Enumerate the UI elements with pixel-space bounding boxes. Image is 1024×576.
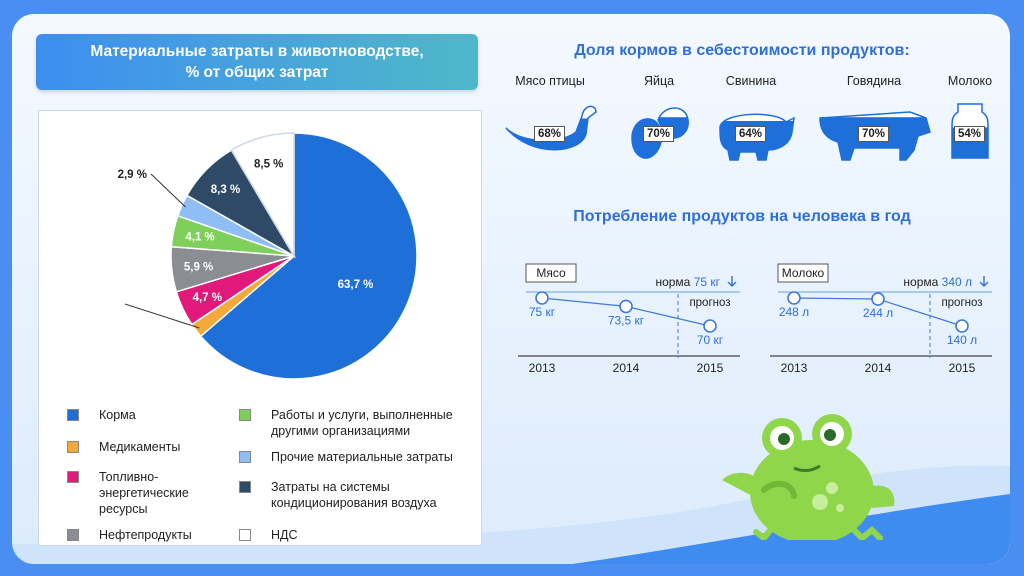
pie-title-box: Материальные затраты в животноводстве, %… <box>36 34 478 90</box>
pie-value-label-7: 8,5 % <box>254 159 283 171</box>
consumption-value-1-1: 244 л <box>863 306 893 320</box>
consumption-title: Потребление продуктов на человека в год <box>573 208 911 225</box>
consumption-name-0: Мясо <box>536 266 566 280</box>
legend-label-7: НДС <box>271 528 298 542</box>
consumption-point-0-0 <box>535 291 549 305</box>
consumption-segment-1-1 <box>877 298 963 327</box>
consumption-segment-0-1 <box>625 305 711 327</box>
consumption-year-1-2: 2015 <box>949 361 976 375</box>
down-arrow-icon <box>727 276 737 287</box>
consumption-point-1-0 <box>787 291 801 305</box>
pie-slice-0 <box>199 132 418 380</box>
consumption-point-1-1 <box>871 292 885 306</box>
legend-label-0: Корма <box>99 408 136 422</box>
consumption-value-0-0: 75 кг <box>529 305 556 319</box>
feed-share-value-3: 70% <box>858 126 890 142</box>
consumption-year-0-0: 2013 <box>529 361 556 375</box>
forecast-label-0: прогноз <box>689 297 730 309</box>
consumption-value-0-2: 70 кг <box>697 333 724 347</box>
legend-swatch-6 <box>239 481 251 493</box>
consumption-norm-1: норма 340 л <box>903 275 972 289</box>
feed-share-value-2: 64% <box>735 126 767 142</box>
legend-label-6: Затраты на системы кондиционирования возд… <box>271 480 437 510</box>
pie-value-label-3: 5,9 % <box>184 262 213 274</box>
pie-value-label-5: 2,9 % <box>118 169 147 181</box>
consumption-year-0-2: 2015 <box>697 361 724 375</box>
feed-share-label-2: Свинина <box>725 74 777 88</box>
pie-chart: 63,7 % 1,9 % 4,7 % 5,9 % 4,1 % 2,9 % 8,3 % 8,5 … <box>92 132 418 380</box>
pie-title-line-1: Материальные затраты в животноводстве, <box>90 43 424 60</box>
legend-label-3: Нефтепродукты <box>99 528 192 542</box>
consumption-year-1-1: 2014 <box>865 361 892 375</box>
legend-swatch-5 <box>239 451 251 463</box>
consumption-value-1-0: 248 л <box>779 305 809 319</box>
slide: Материальные затраты в животноводстве, %… <box>12 14 1010 564</box>
pie-value-label-2: 4,7 % <box>193 292 222 304</box>
frog-mascot <box>722 414 895 540</box>
legend-swatch-2 <box>67 471 79 483</box>
legend-swatch-4 <box>239 409 251 421</box>
pie-value-label-6: 8,3 % <box>211 184 240 196</box>
feed-share-label-1: Яйца <box>643 74 675 88</box>
legend-swatch-7 <box>239 529 251 541</box>
consumption-point-0-1 <box>619 299 633 314</box>
pie-leader-line-1 <box>124 303 200 329</box>
legend-swatch-0 <box>67 409 79 421</box>
down-arrow-icon <box>979 276 989 287</box>
consumption-point-0-2 <box>703 319 717 333</box>
consumption-name-box-0 <box>525 263 577 283</box>
legend-swatch-1 <box>67 441 79 453</box>
feed-share-label-3: Говядина <box>846 74 902 88</box>
pie-leader-line-5 <box>150 173 186 208</box>
feed-share-value-4: 54% <box>954 126 986 142</box>
pie-slice-7 <box>230 132 295 259</box>
consumption-norm-0: норма 75 кг <box>655 275 720 289</box>
legend-label-4: Работы и услуги, выполненные другими орга… <box>271 408 453 438</box>
pie-title-line-2: % от общих затрат <box>185 64 329 81</box>
pie-value-label-4: 4,1 % <box>185 232 214 244</box>
consumption-charts: Мясо норма 75 кг прогноз 75 кг 2013 73,5 кг 20… <box>518 263 992 375</box>
feed-share-title: Доля кормов в себестоимости продуктов: <box>574 42 910 59</box>
pie-panel: 63,7 % 1,9 % 4,7 % 5,9 % 4,1 % 2,9 % 8,3 % 8,5 … <box>38 110 482 546</box>
forecast-label-1: прогноз <box>941 297 982 309</box>
pie-value-label-1: 1,9 % <box>92 299 121 311</box>
consumption-name-1: Молоко <box>782 266 825 280</box>
consumption-value-0-1: 73,5 кг <box>608 313 645 327</box>
feed-share-value-0: 68% <box>534 126 566 142</box>
consumption-point-1-2 <box>955 319 969 333</box>
feed-share-value-1: 70% <box>643 126 675 142</box>
consumption-value-1-2: 140 л <box>947 333 977 347</box>
cow-icon <box>819 111 931 161</box>
pie-value-label-0: 63,7 % <box>338 279 374 291</box>
legend-label-2: Топливно-энергетические ресурсы <box>99 470 189 516</box>
feed-share-label-4: Молоко <box>947 74 993 88</box>
legend-swatch-3 <box>67 529 79 541</box>
consumption-segment-0-0 <box>541 297 627 307</box>
consumption-year-1-0: 2013 <box>781 361 808 375</box>
legend-label-1: Медикаменты <box>99 440 181 454</box>
consumption-name-box-1 <box>777 263 829 283</box>
consumption-year-0-1: 2014 <box>613 361 640 375</box>
legend-label-5: Прочие материальные затраты <box>271 450 453 464</box>
feed-share-label-0: Мясо птицы <box>515 74 585 88</box>
consumption-segment-1-0 <box>793 297 879 300</box>
